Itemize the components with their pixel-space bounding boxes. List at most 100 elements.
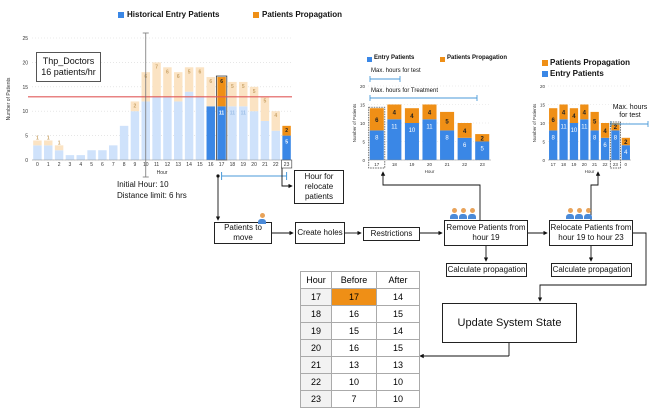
main-bar-prop bbox=[174, 72, 183, 102]
mid-chart-bar-entry bbox=[457, 137, 472, 160]
mid-chart-bar-entry bbox=[422, 119, 437, 160]
main-ytick: 0 bbox=[25, 158, 28, 164]
legend-entry-swatch bbox=[118, 12, 124, 18]
right-chart-bar-prop bbox=[621, 137, 630, 146]
main-bar-entry bbox=[228, 106, 237, 160]
mid-chart-bar-dashed-outline bbox=[368, 106, 386, 169]
main-bar-entry bbox=[195, 96, 205, 160]
right-chart-prop-label: 4 bbox=[603, 129, 607, 135]
right-chart-bar-entry bbox=[590, 130, 599, 160]
right-chart-xtick: 0 bbox=[625, 162, 628, 167]
mid-chart-bar-prop bbox=[422, 104, 437, 120]
table-cell-after: 10 bbox=[376, 390, 420, 408]
calc-propagation-box-2[interactable]: Calculate propagation bbox=[551, 263, 632, 277]
main-bar-prop bbox=[217, 77, 226, 107]
table-row: 21 13 13 bbox=[300, 356, 420, 374]
thp-doctors-rate: 16 patients/hr bbox=[41, 67, 96, 77]
initial-hour-label: Initial Hour: 10 bbox=[117, 180, 169, 189]
right-chart-bar-prop bbox=[559, 104, 568, 120]
mid-chart-xtick: 21 bbox=[445, 162, 451, 167]
main-xtick: 23 bbox=[284, 162, 290, 168]
right-chart-bar-prop bbox=[600, 123, 610, 138]
table-header-before: Before bbox=[331, 271, 377, 289]
main-bar-entry bbox=[54, 150, 64, 160]
mid-legend-prop-swatch bbox=[440, 57, 445, 62]
main-entry-label: 11 bbox=[241, 110, 247, 116]
main-xtick: 17 bbox=[219, 162, 225, 168]
right-chart-xlabel: Hour bbox=[585, 169, 595, 174]
main-xtick: 15 bbox=[197, 162, 203, 168]
max-test-right-label: Max. hours for test bbox=[612, 104, 648, 119]
main-bar-entry bbox=[239, 106, 248, 160]
mid-chart-xtick: 23 bbox=[480, 162, 486, 167]
calc-propagation-box-1[interactable]: Calculate propagation bbox=[446, 263, 527, 277]
right-chart-ytick: 5 bbox=[542, 140, 545, 145]
right-chart-ytick: 10 bbox=[540, 121, 546, 126]
table-cell-before: 16 bbox=[331, 305, 377, 323]
mid-chart-xlabel: Hour bbox=[425, 169, 435, 174]
right-legend-prop-swatch bbox=[542, 60, 548, 66]
main-xtick: 22 bbox=[273, 162, 279, 168]
patients-to-move-box[interactable]: Patients to move bbox=[214, 222, 272, 244]
person-icon bbox=[468, 208, 476, 219]
mid-chart-prop-label: 5 bbox=[445, 120, 449, 126]
main-prop-label: 6 bbox=[166, 69, 169, 75]
right-chart-entry-label: 4 bbox=[624, 150, 628, 156]
remove-patients-box[interactable]: Remove Patients from hour 19 bbox=[444, 220, 528, 246]
main-xtick: 8 bbox=[123, 162, 126, 168]
main-bar-entry bbox=[249, 111, 259, 160]
mid-chart-bar-entry bbox=[387, 119, 402, 160]
mid-chart-ytick: 20 bbox=[360, 84, 366, 89]
main-bar-entry bbox=[271, 130, 280, 160]
restrictions-text: Restrictions bbox=[370, 229, 413, 238]
table-cell-hour: 22 bbox=[300, 373, 332, 391]
main-bar-entry bbox=[152, 96, 161, 160]
mid-chart-bar-prop bbox=[387, 104, 402, 120]
table-cell-hour: 23 bbox=[300, 390, 332, 408]
main-bar-entry bbox=[98, 150, 107, 160]
relocate-patients-text: Relocate Patients from hour 19 to hour 2… bbox=[550, 223, 632, 242]
main-bar-prop bbox=[206, 77, 215, 107]
main-ytick: 25 bbox=[22, 36, 28, 42]
main-entry-label: 11 bbox=[230, 110, 236, 116]
table-cell-before: 10 bbox=[331, 373, 377, 391]
remove-patients-text: Remove Patients from hour 19 bbox=[446, 223, 526, 242]
main-ytick: 20 bbox=[22, 60, 28, 66]
right-chart-prop-label: 4 bbox=[562, 110, 566, 116]
mid-chart-entry-label: 8 bbox=[375, 135, 379, 141]
main-xtick: 18 bbox=[230, 162, 236, 168]
right-chart-xtick: 18 bbox=[561, 162, 567, 167]
right-chart-bar-prop bbox=[549, 108, 558, 131]
create-holes-box[interactable]: Create holes bbox=[295, 222, 345, 244]
mid-chart-bar-prop bbox=[369, 108, 384, 131]
right-chart-bar-entry bbox=[621, 145, 630, 160]
relocate-patients-box[interactable]: Relocate Patients from hour 19 to hour 2… bbox=[549, 220, 633, 246]
thp-doctors-title: Thp_Doctors bbox=[42, 56, 95, 66]
mid-chart-bar-entry bbox=[404, 123, 419, 160]
right-chart-entry-label: 6 bbox=[603, 143, 607, 149]
main-bar-prop bbox=[33, 140, 42, 146]
main-ytick: 5 bbox=[25, 134, 28, 140]
right-chart-bar-entry bbox=[559, 119, 568, 160]
mid-chart-prop-label: 6 bbox=[375, 118, 379, 124]
mid-chart-bar-prop bbox=[475, 134, 490, 142]
right-chart-xtick: 22 bbox=[603, 162, 609, 167]
calc-propagation-text-1: Calculate propagation bbox=[447, 265, 526, 274]
right-legend-entry-swatch bbox=[542, 71, 548, 77]
main-bar-prop bbox=[54, 145, 64, 151]
restrictions-box[interactable]: Restrictions bbox=[363, 227, 420, 241]
arrow-to-right-chart bbox=[590, 171, 601, 220]
main-ylabel: Number of Patients bbox=[6, 77, 12, 120]
main-prop-label: 6 bbox=[177, 74, 180, 80]
update-state-box[interactable]: Update System State bbox=[442, 303, 577, 343]
mid-legend-entry-swatch bbox=[367, 57, 372, 62]
main-ytick: 15 bbox=[22, 85, 28, 91]
update-state-text: Update System State bbox=[457, 316, 562, 329]
main-bar-prop bbox=[152, 62, 161, 97]
mid-chart-xtick: 20 bbox=[427, 162, 433, 167]
hour-relocate-box[interactable]: Hour for relocate patients bbox=[294, 170, 344, 204]
main-xtick: 1 bbox=[47, 162, 50, 168]
right-chart-entry-label: 8 bbox=[614, 135, 618, 141]
